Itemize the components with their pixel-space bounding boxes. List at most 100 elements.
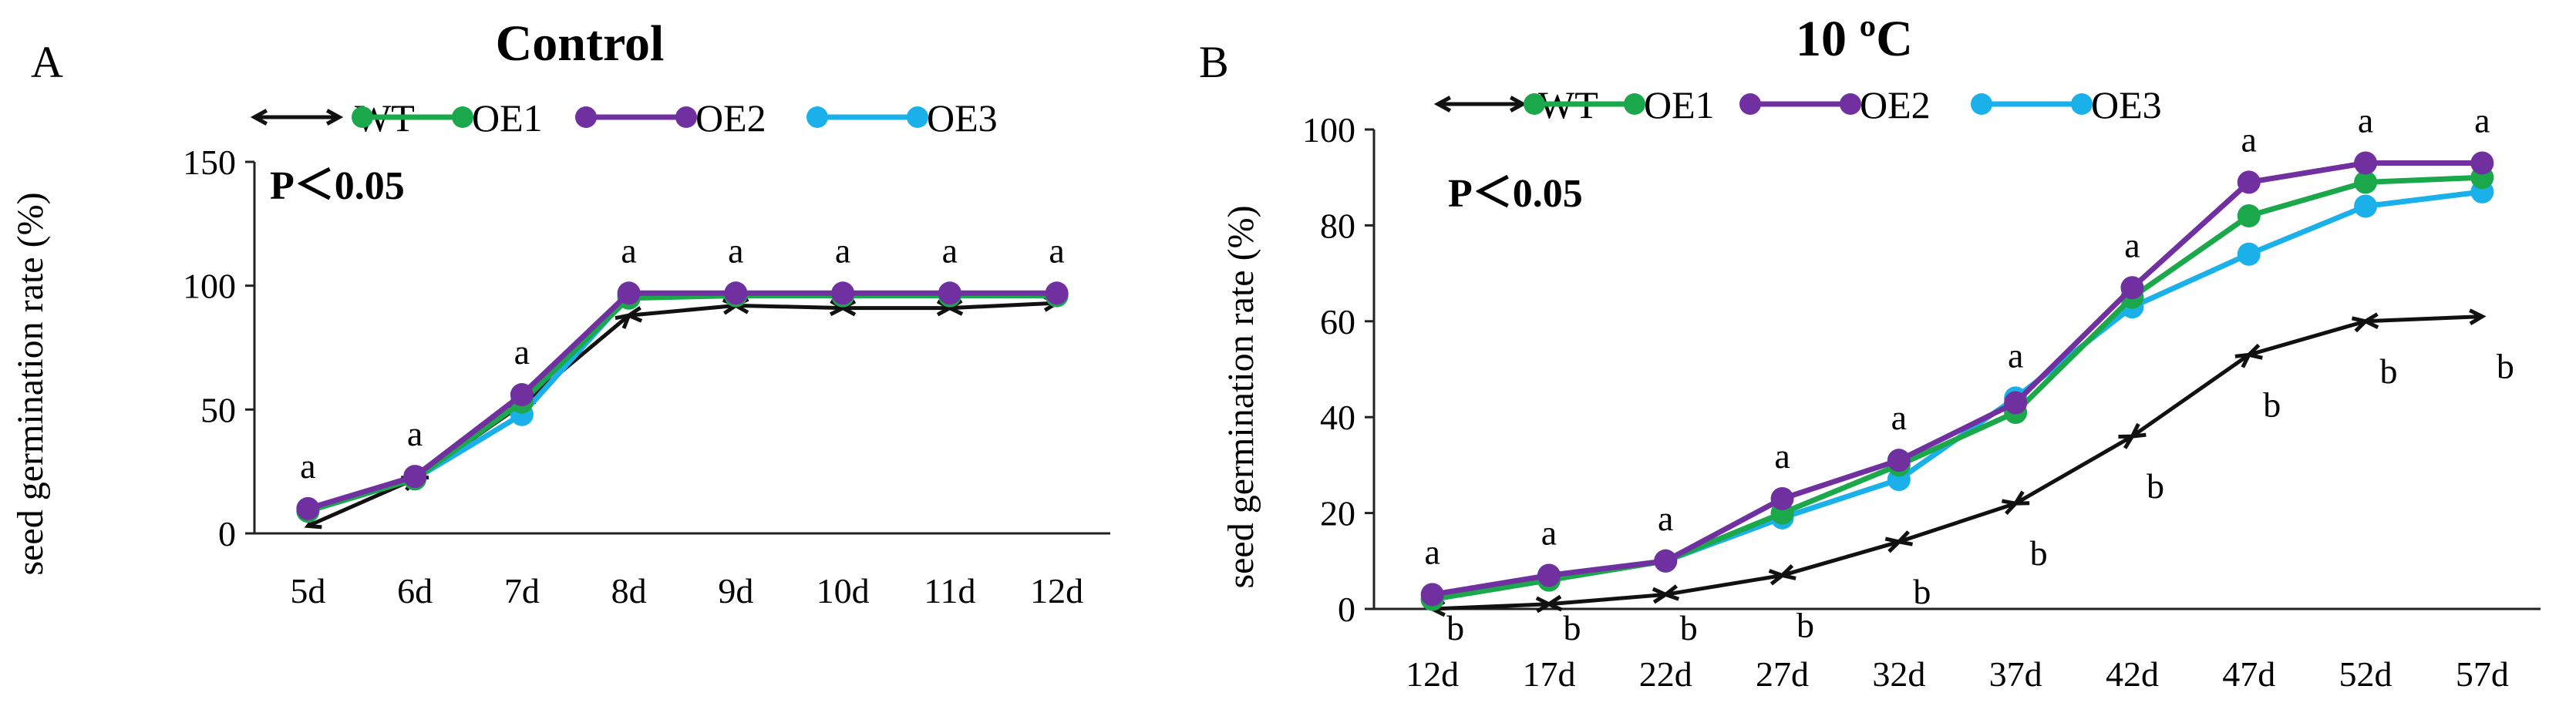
wt-segment-6 <box>949 301 1057 311</box>
x-tick-label: 12d <box>1030 571 1083 610</box>
oe2-point <box>403 465 427 489</box>
significance-label-top: a <box>621 230 636 270</box>
panel-a-series <box>296 281 1069 530</box>
legend-oe2-label: OE2 <box>695 96 766 140</box>
y-tick-label: 40 <box>1320 398 1355 437</box>
wt-segment-3 <box>1781 540 1900 577</box>
wt-segment-2 <box>1665 573 1783 597</box>
oe2-point <box>296 496 320 520</box>
significance-label-top: a <box>2008 335 2023 375</box>
x-tick-label: 22d <box>1639 654 1692 694</box>
significance-label-wt: b <box>2147 466 2164 506</box>
oe2-point <box>831 281 855 305</box>
wt-segment-8-head <box>2469 308 2487 325</box>
oe2-point <box>1887 449 1911 472</box>
legend-oe1-marker <box>352 106 373 128</box>
x-tick-label: 32d <box>1872 654 1925 694</box>
x-tick-label: 8d <box>611 571 647 610</box>
panel-a-legend: WT OE1 OE2 OE3 <box>250 96 998 140</box>
panel-a-y-axis-label: seed germination rate (%) <box>10 192 51 575</box>
x-tick-label: 37d <box>1989 654 2042 694</box>
panel-b-y-axis-label: seed germination rate (%) <box>1221 205 1261 588</box>
legend-wt-symbol-head <box>250 109 268 126</box>
wt-segment-4 <box>1898 501 2016 544</box>
panel-b-axes: 0 20 40 60 80 100 12d 17d 22d 27d 32d 37d 42d 47d 52d 5… <box>1302 110 2541 694</box>
x-tick-label: 42d <box>2106 654 2159 694</box>
panel-a-title: Control <box>496 15 665 72</box>
wt-segment-7-head <box>2244 343 2263 360</box>
y-tick-label: 80 <box>1320 206 1355 245</box>
oe1-point <box>2237 203 2261 227</box>
significance-label-wt: b <box>1913 572 1931 611</box>
x-tick-label: 5d <box>290 571 325 610</box>
oe2-point <box>1045 281 1069 305</box>
oe2-point <box>617 281 641 305</box>
legend-oe1-marker <box>1524 93 1545 115</box>
wt-segment-4 <box>736 303 844 311</box>
oe2-point <box>2120 276 2144 300</box>
oe2-point <box>2004 391 2028 415</box>
significance-label-top: a <box>300 446 315 486</box>
y-tick-label: 0 <box>218 514 236 553</box>
x-tick-label: 47d <box>2222 654 2275 694</box>
significance-label-top: a <box>2241 119 2257 159</box>
significance-label-top: a <box>1658 499 1673 538</box>
legend-oe3-label: OE3 <box>927 96 998 140</box>
oe2-line <box>1432 160 2483 597</box>
oe2-point <box>2354 151 2378 175</box>
wt-segment-8 <box>2365 314 2483 324</box>
x-tick-label: 52d <box>2339 654 2392 694</box>
legend-oe1-label: OE1 <box>1644 83 1715 126</box>
significance-label-wt: b <box>1446 608 1464 647</box>
y-tick-label: 0 <box>1338 590 1355 629</box>
x-tick-label: 7d <box>504 571 540 610</box>
significance-label-top: a <box>2474 101 2490 140</box>
y-tick-label: 100 <box>1302 110 1355 150</box>
significance-label-top: a <box>407 414 423 453</box>
legend-oe2-marker <box>675 106 697 128</box>
x-tick-label: 11d <box>924 571 975 610</box>
oe2-point <box>1537 563 1561 587</box>
x-tick-label: 12d <box>1406 654 1459 694</box>
oe2-point <box>938 281 961 305</box>
oe2-line <box>307 290 1057 512</box>
wt-segment-1-head <box>1544 594 1563 612</box>
panel-a-chart: A Control P＜0.05 seed germination rate (… <box>10 15 1110 610</box>
legend-oe2-marker <box>575 106 597 128</box>
significance-label-top: a <box>1541 513 1557 552</box>
oe3-point <box>2354 194 2378 218</box>
legend-oe2-label: OE2 <box>1860 83 1931 126</box>
x-tick-label: 9d <box>718 571 753 610</box>
panel-b-series <box>1420 151 2494 617</box>
oe2-point <box>724 281 748 305</box>
legend-oe2-marker <box>1840 93 1861 115</box>
panel-a-axes: 0 50 100 150 5d 6d 7d 8d 9d 10d 11d 12d <box>183 143 1110 610</box>
x-tick-label: 27d <box>1756 654 1809 694</box>
legend-oe2-marker <box>1739 93 1761 115</box>
x-tick-label: 57d <box>2456 654 2509 694</box>
legend-oe1-label: OE1 <box>472 96 543 140</box>
legend-wt-symbol-head <box>1433 96 1451 113</box>
significance-label-top: a <box>1774 436 1790 476</box>
wt-segment-6-head <box>2129 422 2147 439</box>
significance-label-wt: b <box>1680 608 1698 647</box>
wt-segment-4-head <box>1894 530 1914 546</box>
significance-label-top: a <box>1891 398 1907 437</box>
wt-segment-8-head <box>2361 312 2379 330</box>
legend-oe3-marker <box>1971 93 1992 115</box>
legend-oe3-label: OE3 <box>2091 83 2162 126</box>
significance-label-wt: b <box>1796 605 1814 644</box>
y-tick-label: 100 <box>183 267 236 306</box>
oe1-line <box>1432 174 2483 603</box>
significance-label-top: a <box>2124 225 2140 264</box>
legend-wt-symbol-head <box>326 109 344 126</box>
y-tick-label: 20 <box>1320 494 1355 533</box>
significance-label-top: a <box>514 332 530 372</box>
oe2-point <box>510 383 534 407</box>
panel-a-significance-labels: a a a a a a a a <box>300 230 1065 486</box>
y-tick-label: 60 <box>1320 302 1355 341</box>
significance-label-top: a <box>1049 230 1064 270</box>
oe2-point <box>1420 583 1444 607</box>
wt-segment-5-head <box>2012 490 2030 506</box>
